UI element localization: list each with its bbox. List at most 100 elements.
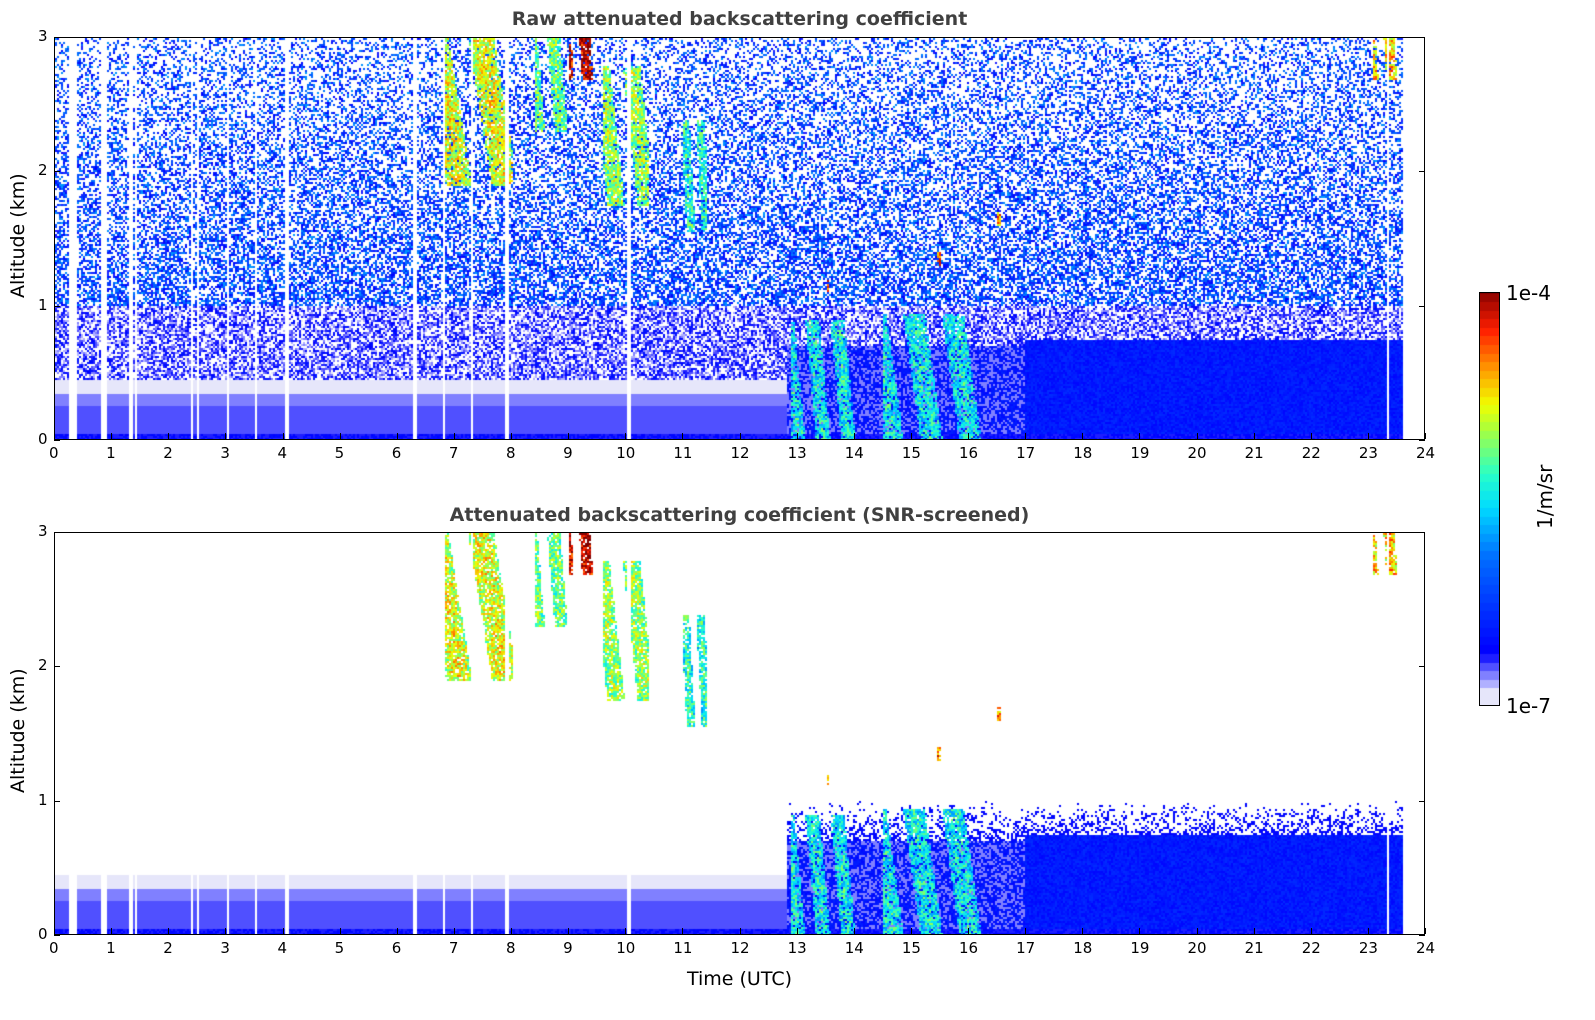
y-tick-mark [54,37,60,38]
x-tick-label: 21 [1244,939,1264,957]
x-tick-label: 10 [616,444,636,462]
x-tick-mark [853,928,855,934]
x-tick-mark [282,433,284,439]
y-tick-mark [1419,305,1425,307]
x-tick-label: 12 [730,444,750,462]
x-tick-mark [1425,433,1426,439]
x-tick-mark [453,928,455,934]
y-tick-mark [54,305,60,307]
x-tick-mark [453,433,455,439]
y-tick-label: 3 [38,27,48,45]
x-tick-mark [511,928,512,934]
x-tick-mark [682,928,684,934]
y-tick-mark [54,532,60,533]
colorbar-max-label: 1e-4 [1506,281,1551,305]
x-tick-label: 7 [448,444,459,462]
x-tick-label: 17 [1016,939,1036,957]
y-tick-label: 1 [38,790,48,809]
screened-backscatter-plot [54,532,1425,935]
x-tick-mark [282,928,284,934]
x-tick-label: 15 [901,939,921,957]
x-tick-mark [111,928,113,934]
x-tick-mark [1253,928,1255,934]
x-tick-label: 3 [220,444,230,462]
x-tick-mark [168,433,170,439]
x-tick-mark [796,928,798,934]
x-tick-label: 0 [49,444,59,462]
x-tick-mark [1367,433,1369,439]
x-tick-mark [796,433,798,439]
x-tick-mark [1310,433,1312,439]
x-tick-mark [682,433,684,439]
x-tick-label: 16 [959,444,979,462]
x-tick-label: 19 [1130,444,1150,462]
y-tick-label: 1 [38,295,48,314]
y-tick-label: 3 [38,522,48,540]
x-tick-label: 14 [844,939,864,957]
x-tick-label: 23 [1358,939,1378,957]
x-tick-label: 18 [1073,939,1093,957]
x-tick-mark [168,928,170,934]
x-tick-label: 22 [1301,444,1321,462]
x-tick-label: 14 [844,444,864,462]
x-tick-mark [625,928,627,934]
y-tick-mark [54,440,60,441]
x-tick-label: 8 [506,939,516,957]
x-tick-label: 11 [673,444,693,462]
x-tick-mark [1025,928,1027,934]
x-tick-label: 12 [730,939,750,957]
y-tick-label: 2 [38,161,48,180]
x-tick-mark [1139,433,1141,439]
x-tick-label: 1 [106,444,116,462]
x-tick-mark [568,928,570,934]
x-tick-label: 24 [1416,939,1436,957]
x-axis-label: Time (UTC) [686,968,793,990]
x-tick-label: 9 [563,444,573,462]
colorbar-label: 1/m/sr [1533,464,1557,529]
x-tick-mark [1310,928,1312,934]
x-tick-label: 2 [163,444,173,462]
y-tick-mark [1419,171,1425,173]
x-tick-label: 6 [391,939,402,957]
x-tick-label: 18 [1073,444,1093,462]
x-tick-label: 6 [391,444,402,462]
x-tick-label: 8 [506,444,516,462]
x-tick-mark [111,433,113,439]
x-tick-label: 16 [959,939,979,957]
x-tick-mark [910,928,912,934]
top-plot-title: Raw attenuated backscattering coefficien… [511,8,968,30]
x-tick-label: 23 [1358,444,1378,462]
x-tick-mark [339,928,341,934]
y-tick-mark [54,666,60,668]
x-tick-label: 15 [901,444,921,462]
x-tick-mark [339,433,341,439]
x-tick-mark [968,928,969,934]
x-tick-label: 5 [334,444,345,462]
x-tick-mark [225,433,227,439]
colorbar [1479,292,1500,706]
x-tick-mark [54,928,55,934]
x-tick-label: 21 [1244,444,1264,462]
x-tick-label: 20 [1187,939,1207,957]
x-tick-label: 2 [163,939,173,957]
y-tick-mark [1419,800,1425,802]
x-tick-mark [1139,928,1141,934]
x-tick-mark [739,928,741,934]
x-tick-label: 3 [220,939,230,957]
x-tick-label: 0 [49,939,59,957]
x-tick-label: 22 [1301,939,1321,957]
x-tick-mark [1196,928,1198,934]
x-tick-mark [1425,928,1426,934]
y-tick-mark [1419,532,1425,533]
y-tick-label: 0 [38,925,48,943]
x-tick-label: 7 [448,939,459,957]
x-tick-label: 4 [277,444,288,462]
x-tick-mark [625,433,627,439]
x-tick-label: 10 [616,939,636,957]
raw-backscatter-plot [54,37,1425,440]
colorbar-min-label: 1e-7 [1506,694,1551,718]
x-tick-mark [1082,928,1084,934]
x-tick-label: 11 [673,939,693,957]
x-tick-mark [54,433,55,439]
x-tick-label: 13 [787,939,807,957]
